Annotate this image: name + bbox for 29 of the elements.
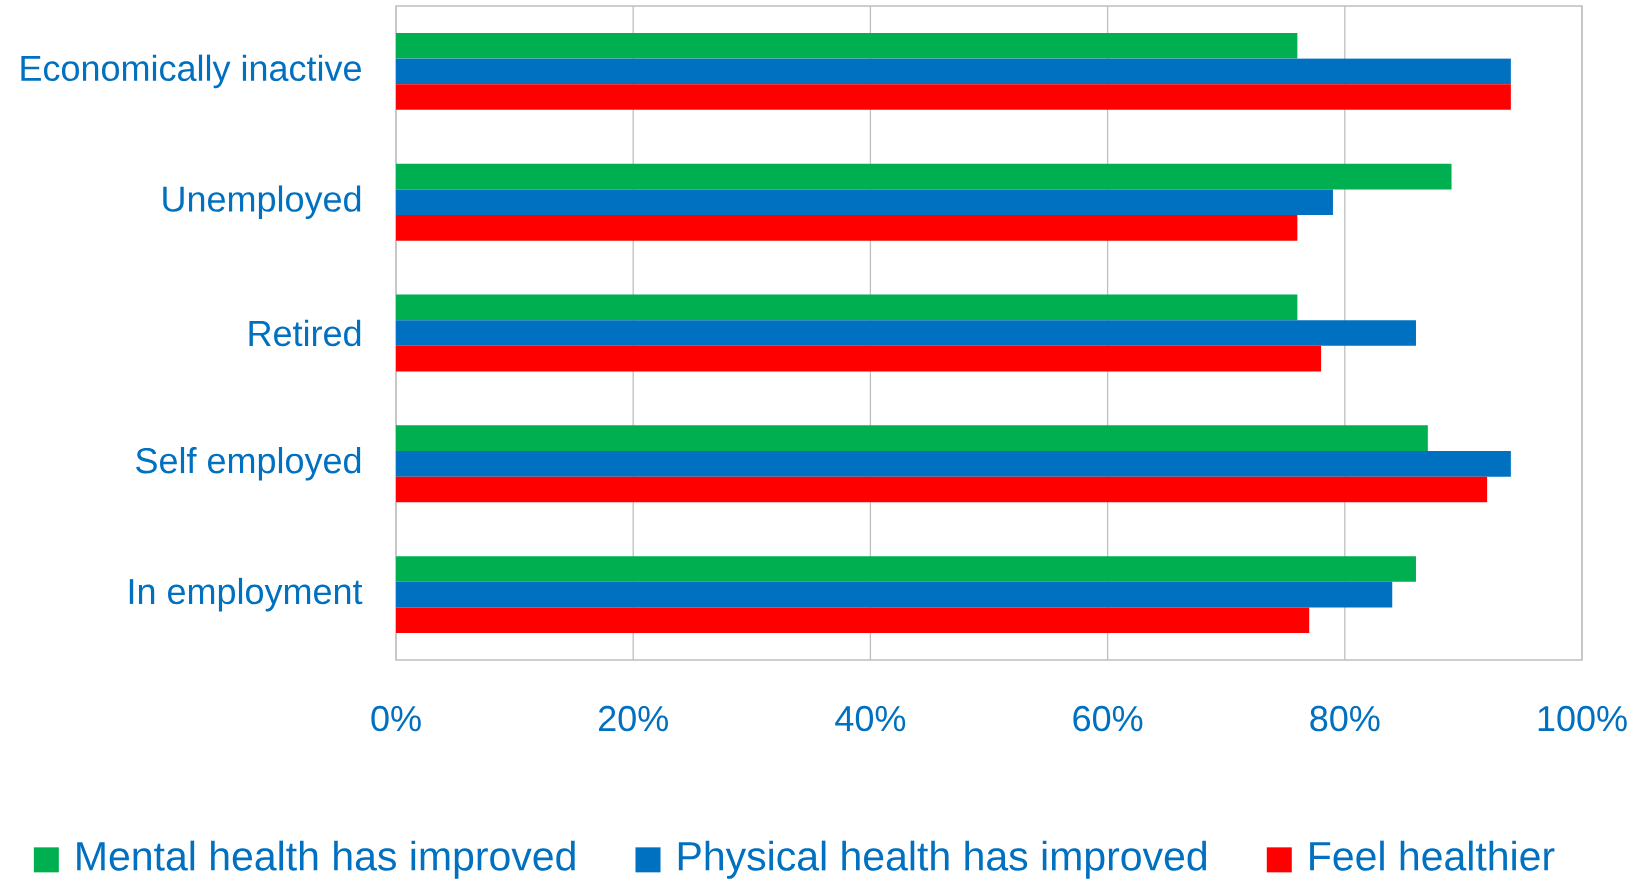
bar xyxy=(396,163,1452,190)
bar xyxy=(396,58,1511,85)
bar xyxy=(396,345,1322,372)
bar xyxy=(396,581,1393,608)
y-tick-label: In employment xyxy=(129,577,363,612)
legend-label: Feel healthier xyxy=(1310,840,1555,871)
x-tick-label: 100% xyxy=(1538,705,1627,732)
x-tick-label: 20% xyxy=(599,705,668,732)
bar xyxy=(396,476,1488,503)
bar xyxy=(396,215,1298,241)
x-tick-label: 80% xyxy=(1310,705,1380,732)
bar xyxy=(396,607,1310,634)
x-tick-label: 60% xyxy=(1073,705,1143,732)
legend-label: Mental health has improved xyxy=(77,840,575,879)
bar xyxy=(396,294,1298,321)
bar xyxy=(396,320,1416,346)
bar xyxy=(396,84,1511,110)
x-tick-label: 0% xyxy=(371,705,421,732)
bar xyxy=(396,450,1511,477)
x-tick-label: 40% xyxy=(835,705,906,732)
y-tick-label: Self employed xyxy=(136,447,361,481)
bar xyxy=(396,425,1428,451)
bar xyxy=(396,32,1298,59)
y-tick-label: Economically inactive xyxy=(21,54,361,89)
y-tick-label: Retired xyxy=(249,319,361,347)
bar xyxy=(396,556,1416,582)
y-tick-label: Unemployed xyxy=(163,185,361,219)
legend-label: Physical health has improved xyxy=(678,840,1207,879)
bar xyxy=(396,189,1333,216)
